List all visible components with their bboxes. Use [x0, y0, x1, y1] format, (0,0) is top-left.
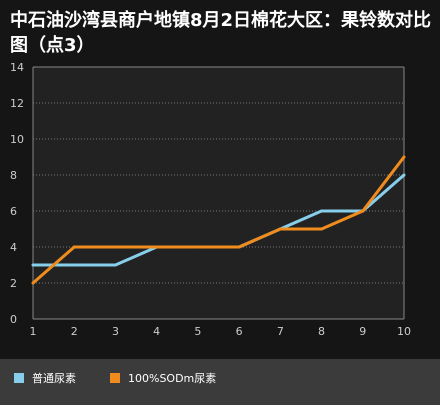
legend: 普通尿素 100%SODm尿素 — [0, 359, 440, 405]
y-tick-label-6: 6 — [10, 205, 17, 218]
x-tick-label-1: 1 — [30, 325, 37, 338]
plot-area — [33, 67, 404, 319]
series-1-point-10 — [402, 173, 406, 177]
series-2-point-2 — [72, 245, 76, 249]
x-tick-label-4: 4 — [153, 325, 160, 338]
y-tick-label-2: 2 — [10, 277, 17, 290]
series-2-point-5 — [196, 245, 200, 249]
series-2-point-4 — [155, 245, 159, 249]
y-tick-label-12: 12 — [10, 97, 24, 110]
series-1-point-3 — [113, 263, 117, 267]
legend-label-series-1: 普通尿素 — [32, 372, 76, 385]
x-tick-label-6: 6 — [236, 325, 243, 338]
series-2-point-3 — [113, 245, 117, 249]
chart-title: 中石油沙湾县商户地镇8月2日棉花大区：果铃数对比图（点3） — [10, 10, 432, 56]
legend-swatch-series-2 — [110, 373, 120, 383]
x-tick-label-3: 3 — [112, 325, 119, 338]
y-tick-label-4: 4 — [10, 241, 17, 254]
y-tick-label-0: 0 — [10, 313, 17, 326]
legend-item-series-2[interactable]: 100%SODm尿素 — [110, 371, 216, 385]
series-2-point-1 — [31, 281, 35, 285]
x-tick-label-5: 5 — [194, 325, 201, 338]
legend-swatch-series-1 — [14, 373, 24, 383]
x-tick-label-2: 2 — [71, 325, 78, 338]
series-1-point-2 — [72, 263, 76, 267]
series-2-point-9 — [361, 209, 365, 213]
series-2-point-6 — [237, 245, 241, 249]
series-1-point-8 — [320, 209, 324, 213]
series-2-point-10 — [402, 155, 406, 159]
x-tick-label-8: 8 — [318, 325, 325, 338]
series-2-point-7 — [278, 227, 282, 231]
x-tick-label-9: 9 — [359, 325, 366, 338]
y-tick-label-8: 8 — [10, 169, 17, 182]
y-tick-label-10: 10 — [10, 133, 24, 146]
legend-label-series-2: 100%SODm尿素 — [128, 372, 217, 385]
series-2-point-8 — [320, 227, 324, 231]
y-tick-label-14: 14 — [10, 61, 24, 74]
x-tick-label-10: 10 — [397, 325, 411, 338]
series-1-point-1 — [31, 263, 35, 267]
series-line-2 — [32, 156, 406, 285]
legend-item-series-1[interactable]: 普通尿素 — [14, 371, 76, 385]
x-tick-label-7: 7 — [277, 325, 284, 338]
